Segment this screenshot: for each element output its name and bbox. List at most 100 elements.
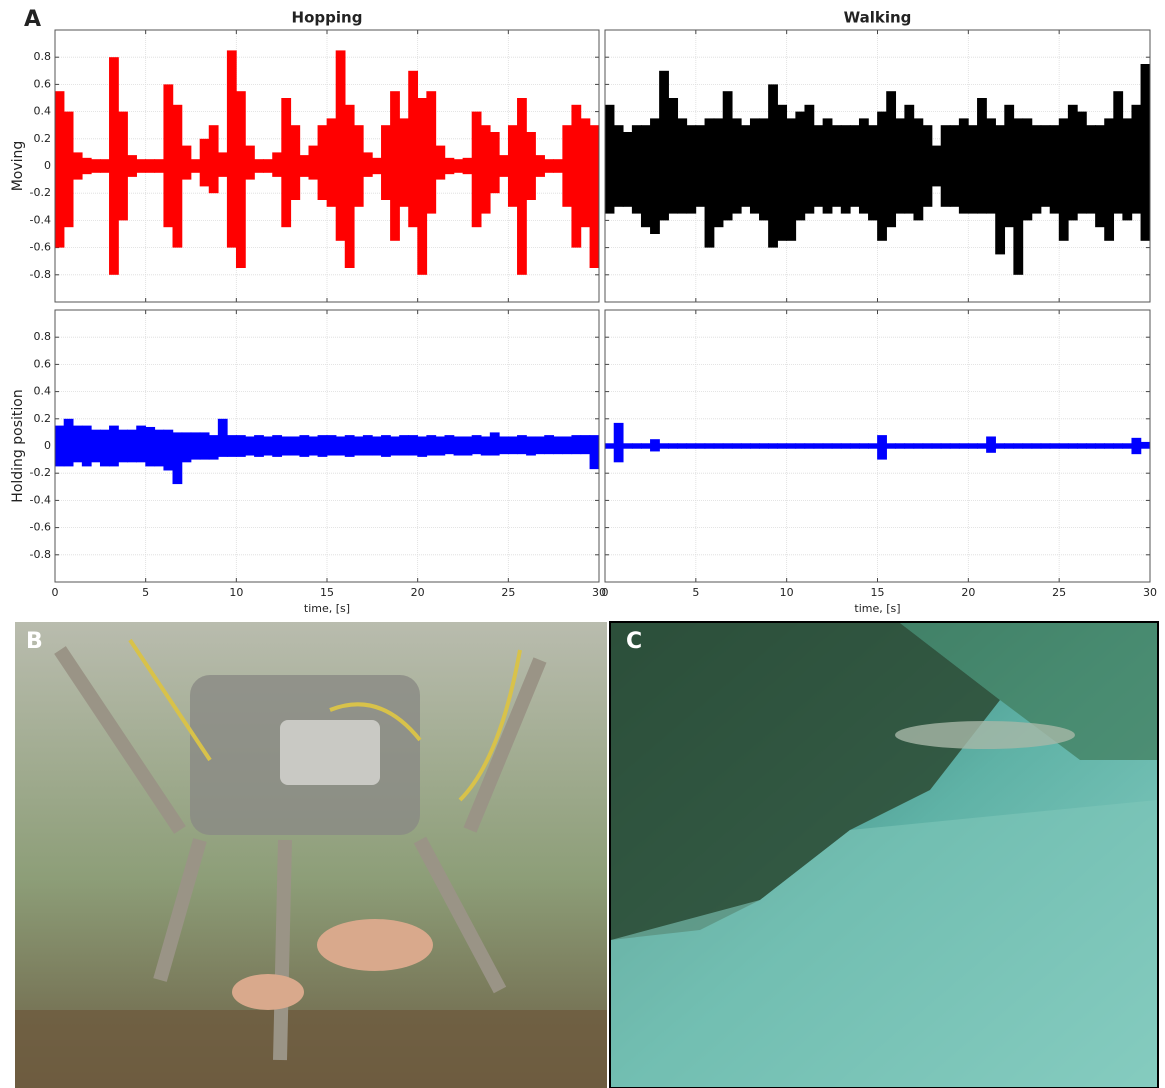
signal-envelope: [182, 432, 192, 462]
signal-envelope: [127, 155, 137, 177]
signal-envelope: [686, 125, 696, 213]
signal-envelope: [614, 125, 624, 207]
signal-envelope: [1095, 125, 1105, 227]
signal-envelope: [590, 435, 600, 469]
signal-envelope: [759, 118, 769, 220]
signal-envelope: [959, 443, 969, 448]
signal-envelope: [895, 118, 905, 213]
y-tick-label: 0.4: [34, 385, 52, 398]
signal-envelope: [544, 435, 554, 454]
signal-envelope: [218, 152, 228, 176]
panel-label: C: [626, 629, 642, 654]
signal-envelope: [932, 146, 942, 187]
signal-envelope: [372, 436, 382, 455]
signal-envelope: [417, 98, 427, 275]
signal-envelope: [1022, 443, 1032, 448]
signal-envelope: [1131, 438, 1141, 454]
signal-envelope: [218, 419, 228, 457]
signal-envelope: [100, 430, 110, 467]
signal-envelope: [363, 435, 373, 455]
signal-envelope: [913, 443, 923, 448]
signal-envelope: [544, 159, 554, 173]
signal-envelope: [517, 98, 527, 275]
signal-envelope: [723, 443, 733, 448]
signal-envelope: [336, 436, 346, 455]
signal-envelope: [526, 436, 536, 455]
signal-envelope: [1122, 118, 1132, 220]
signal-envelope: [127, 430, 137, 463]
fish: [317, 919, 433, 971]
signal-envelope: [318, 125, 328, 200]
signal-envelope: [1086, 125, 1096, 213]
signal-envelope: [73, 426, 83, 463]
signal-envelope: [959, 118, 969, 213]
signal-envelope: [191, 159, 201, 173]
signal-envelope: [272, 152, 282, 176]
signal-envelope: [768, 443, 778, 448]
signal-envelope: [968, 443, 978, 448]
signal-envelope: [154, 159, 164, 173]
signal-envelope: [1122, 443, 1132, 448]
x-tick-label: 10: [229, 586, 243, 599]
signal-envelope: [345, 435, 355, 457]
signal-envelope: [1004, 105, 1014, 227]
signal-envelope: [345, 105, 355, 268]
signal-envelope: [327, 118, 337, 206]
signal-envelope: [145, 159, 155, 173]
seabed: [15, 1010, 607, 1088]
x-tick-label: 0: [602, 586, 609, 599]
signal-envelope: [1141, 64, 1151, 241]
signal-envelope: [732, 443, 742, 448]
signal-envelope: [236, 435, 246, 457]
signal-envelope: [381, 435, 391, 457]
signal-envelope: [381, 125, 391, 200]
signal-envelope: [1059, 118, 1069, 240]
y-tick-label: -0.2: [30, 466, 51, 479]
signal-envelope: [553, 159, 563, 173]
signal-envelope: [281, 98, 291, 227]
signal-envelope: [677, 443, 687, 448]
signal-envelope: [768, 84, 778, 247]
signal-envelope: [823, 443, 833, 448]
x-tick-label: 5: [692, 586, 699, 599]
signal-envelope: [254, 159, 264, 173]
chart-panel: -0.8-0.6-0.4-0.200.20.40.60.8HoppingMovi…: [10, 9, 599, 303]
signal-envelope: [895, 443, 905, 448]
signal-envelope: [977, 443, 987, 448]
signal-envelope: [668, 98, 678, 214]
signal-envelope: [173, 105, 183, 248]
signal-envelope: [1113, 443, 1123, 448]
signal-envelope: [868, 443, 878, 448]
y-tick-label: 0.8: [34, 330, 52, 343]
x-tick-label: 10: [780, 586, 794, 599]
signal-envelope: [109, 426, 119, 467]
signal-envelope: [632, 125, 642, 213]
signal-envelope: [109, 57, 119, 275]
y-tick-label: 0.4: [34, 105, 52, 118]
signal-envelope: [91, 159, 101, 173]
signal-envelope: [571, 435, 581, 454]
signal-envelope: [714, 443, 724, 448]
signal-envelope: [490, 132, 500, 193]
signal-envelope: [535, 436, 545, 454]
signal-envelope: [454, 159, 464, 173]
signal-envelope: [741, 125, 751, 207]
signal-envelope: [795, 112, 805, 221]
signal-envelope: [499, 436, 509, 454]
y-tick-label: 0: [44, 439, 51, 452]
signal-envelope: [363, 152, 373, 176]
signal-envelope: [309, 436, 319, 455]
signal-envelope: [1068, 105, 1078, 221]
signal-envelope: [154, 430, 164, 467]
signal-envelope: [804, 105, 814, 214]
signal-envelope: [272, 435, 282, 457]
signal-envelope: [64, 419, 74, 467]
signal-envelope: [695, 125, 705, 207]
signal-envelope: [408, 435, 418, 455]
panel-label: A: [24, 7, 41, 32]
signal-envelope: [850, 125, 860, 207]
signal-envelope: [832, 125, 842, 207]
signal-envelope: [1050, 125, 1060, 213]
signal-envelope: [623, 443, 633, 448]
y-tick-label: -0.8: [30, 268, 51, 281]
